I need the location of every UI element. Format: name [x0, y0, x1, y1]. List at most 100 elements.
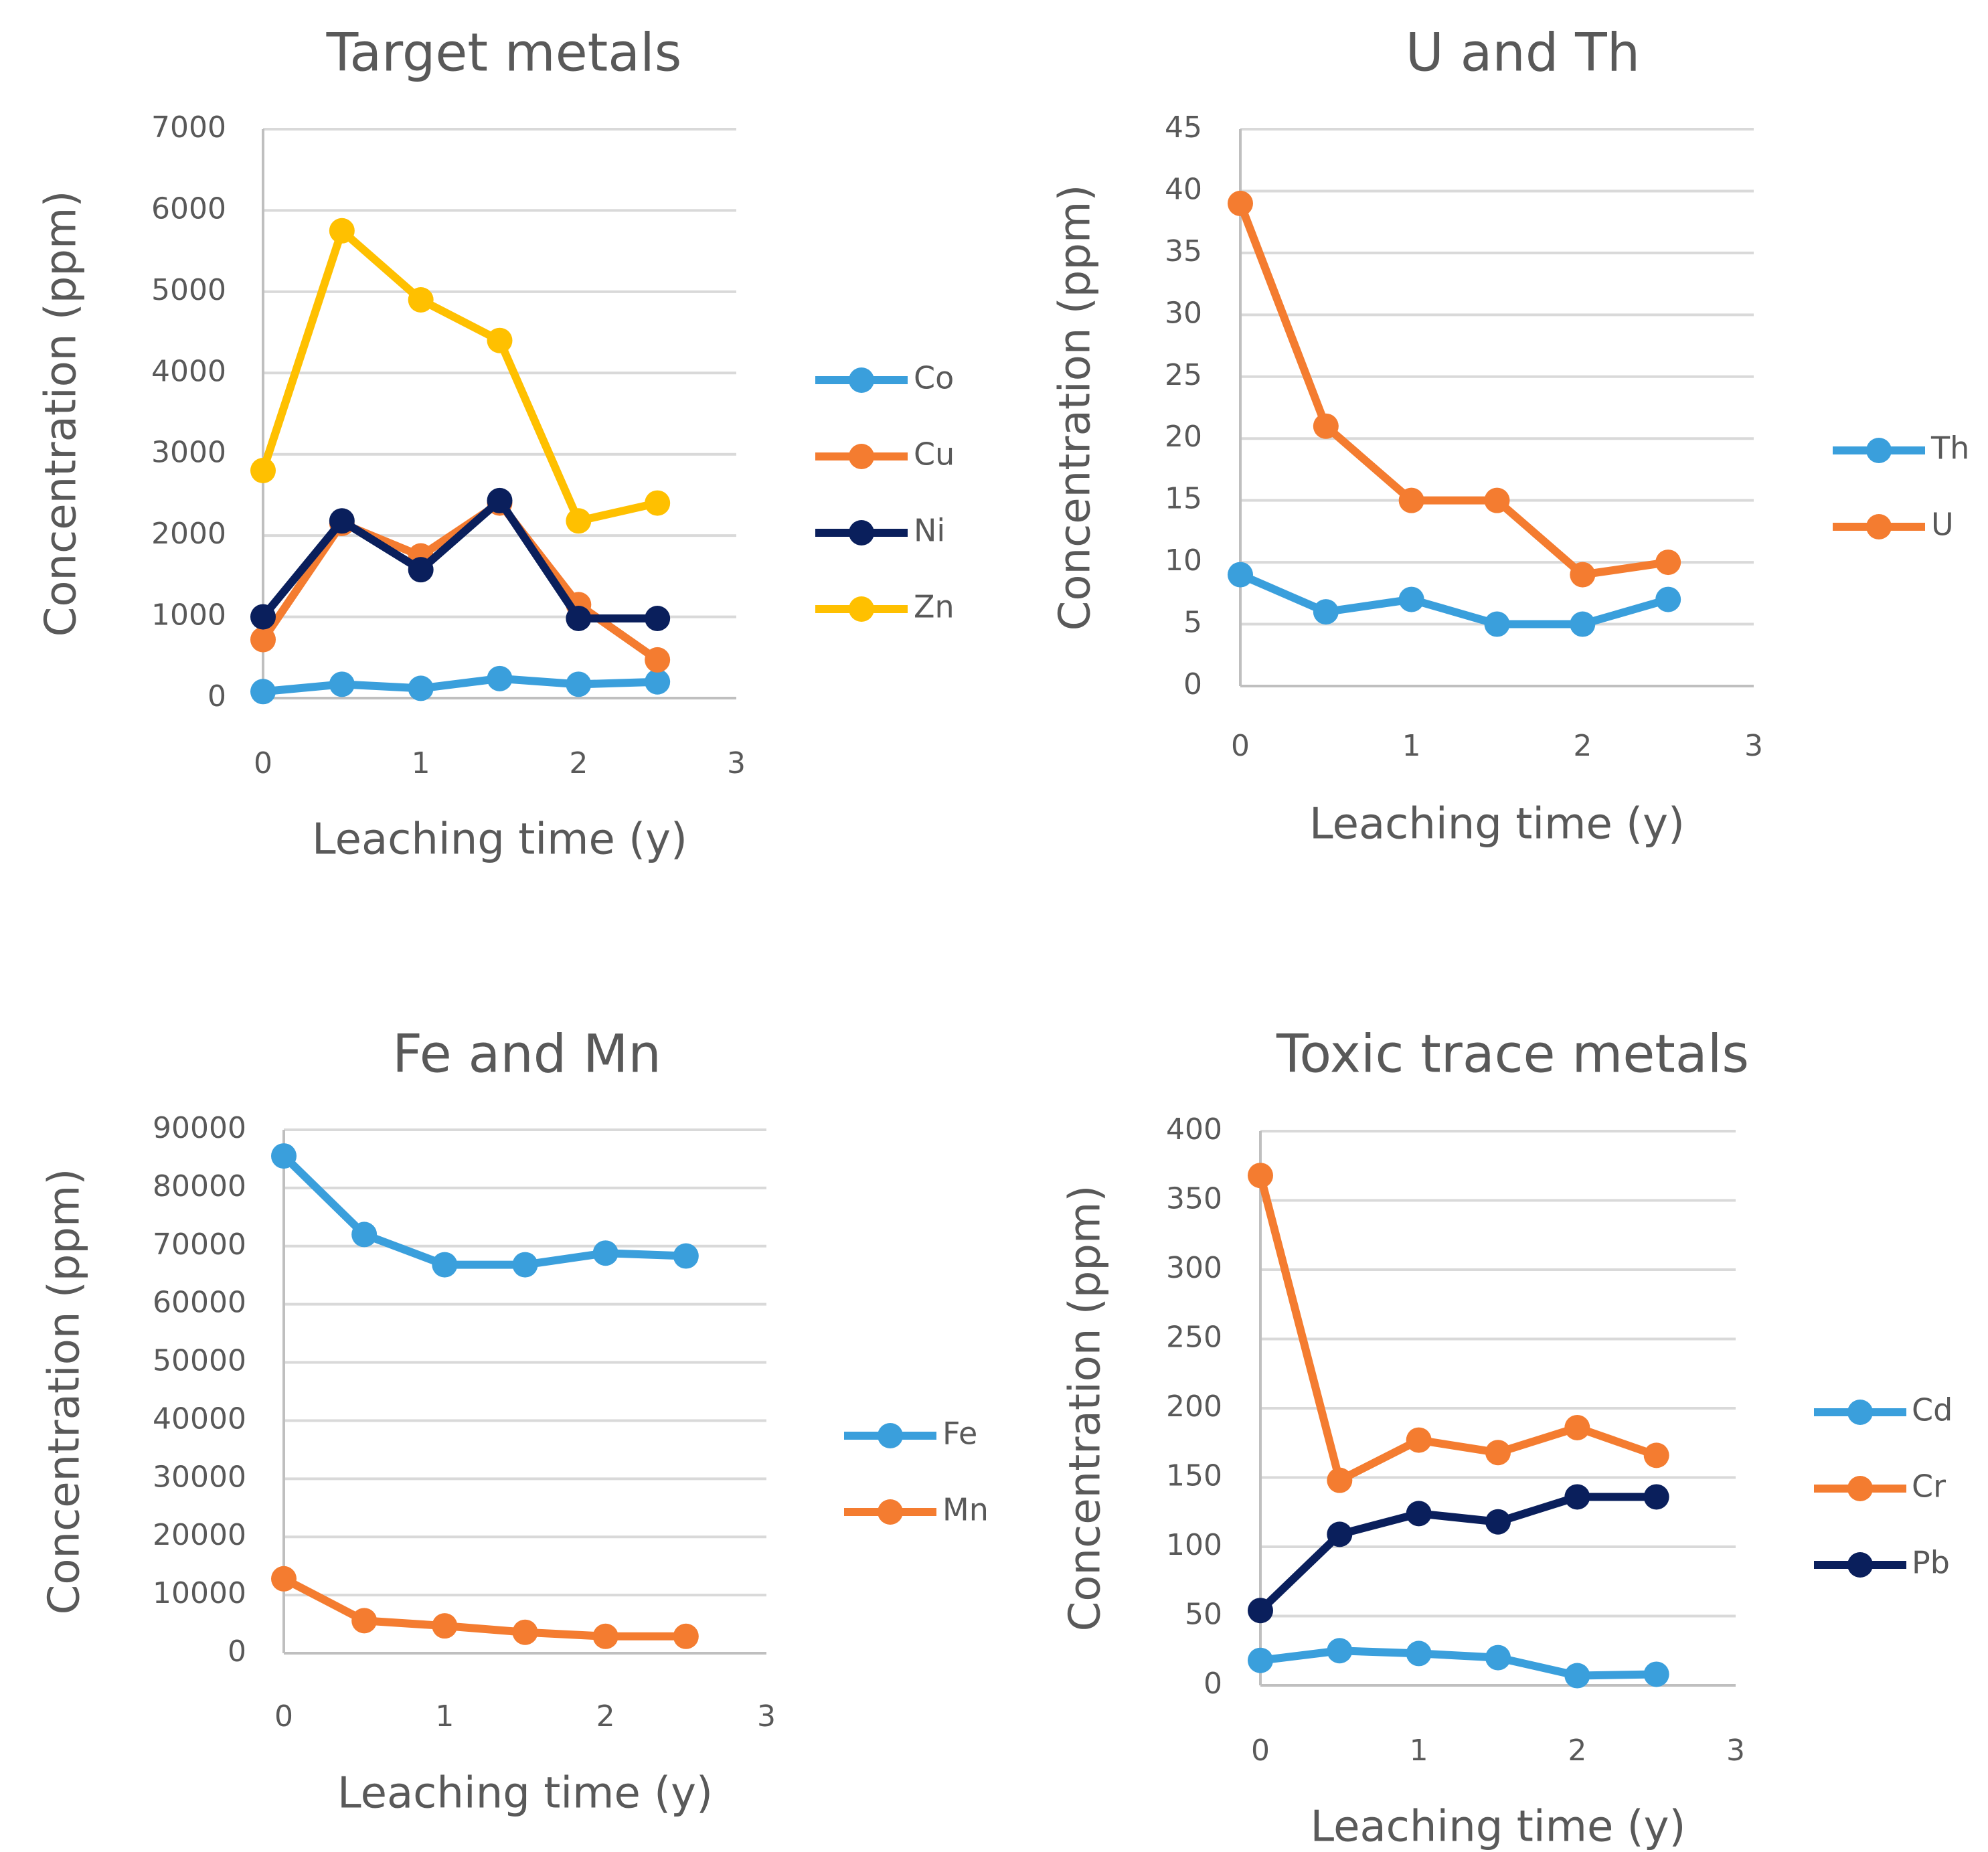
data-point-zn	[329, 218, 355, 244]
chart-panel-0: Target metals 0 1000 2000 3000 4000 5000 6000 70…	[37, 23, 955, 864]
chart-title: Toxic trace metals	[1276, 1024, 1749, 1084]
data-point-cr	[1485, 1440, 1511, 1466]
data-point-cu	[645, 647, 671, 673]
y-tick-label: 1000	[151, 598, 226, 633]
legend-item-u: U	[1833, 507, 1954, 543]
legend-label: Th	[1930, 430, 1969, 467]
data-point-cr	[1327, 1467, 1353, 1493]
data-point-mn	[432, 1613, 458, 1639]
x-axis-title: Leaching time (y)	[312, 815, 687, 865]
data-point-co	[408, 675, 434, 701]
legend-swatch-marker	[878, 1499, 903, 1525]
data-point-cr	[1406, 1427, 1432, 1453]
data-point-pb	[1564, 1484, 1590, 1510]
series-line-cu	[260, 499, 660, 663]
legend-item-pb: Pb	[1814, 1545, 1950, 1581]
legend-label: U	[1931, 507, 1954, 543]
y-tick-label: 30	[1165, 296, 1202, 330]
data-point-zn	[566, 508, 592, 534]
series-line-th	[1238, 571, 1669, 628]
series-line-pb	[1257, 1493, 1657, 1614]
data-point-co	[645, 669, 671, 695]
y-tick-label: 300	[1166, 1251, 1222, 1285]
legend-item-cd: Cd	[1814, 1392, 1953, 1428]
x-tick-label: 0	[254, 746, 272, 780]
chart-panel-3: Toxic trace metals 0 50 100 150 200 250 300 350 4…	[1061, 1024, 1953, 1851]
data-point-zn	[250, 458, 276, 483]
y-tick-label: 100	[1166, 1528, 1222, 1562]
x-tick-label: 1	[435, 1699, 454, 1734]
legend-swatch-marker	[849, 596, 874, 622]
data-point-cd	[1485, 1645, 1511, 1671]
x-tick-label: 1	[1410, 1734, 1428, 1768]
y-tick-label: 20000	[153, 1518, 246, 1552]
data-point-u	[1398, 487, 1424, 513]
x-tick-label: 2	[1568, 1734, 1586, 1768]
y-tick-label: 7000	[151, 110, 226, 145]
data-point-cr	[1564, 1414, 1590, 1440]
data-point-co	[566, 671, 592, 697]
y-tick-label: 90000	[153, 1111, 246, 1145]
data-point-u	[1484, 487, 1510, 513]
y-tick-label: 4000	[151, 354, 226, 388]
legend-item-zn: Zn	[815, 589, 955, 625]
series-line-mn	[282, 1575, 686, 1640]
y-tick-label: 10	[1165, 543, 1202, 578]
y-tick-label: 0	[1183, 667, 1202, 701]
legend-item-cu: Cu	[815, 436, 955, 473]
data-point-cu	[250, 626, 276, 653]
series-line-cr	[1256, 1174, 1658, 1485]
chart-title: Fe and Mn	[392, 1024, 661, 1084]
data-point-cr	[1643, 1442, 1669, 1468]
y-axis-title: Concentration (ppm)	[37, 191, 86, 637]
data-point-cd	[1643, 1661, 1669, 1687]
y-tick-label: 0	[1204, 1667, 1222, 1701]
y-tick-label: 350	[1166, 1182, 1222, 1216]
series-line-zn	[259, 226, 659, 525]
data-point-mn	[592, 1623, 618, 1649]
data-point-th	[1398, 586, 1424, 612]
data-point-u	[1313, 413, 1339, 439]
y-tick-label: 400	[1166, 1112, 1222, 1147]
y-tick-label: 25	[1165, 358, 1202, 392]
data-point-mn	[271, 1566, 297, 1592]
data-point-ni	[566, 606, 592, 631]
data-point-fe	[512, 1252, 538, 1278]
x-tick-label: 3	[757, 1699, 776, 1734]
data-point-th	[1655, 586, 1681, 612]
legend-label: Cr	[1912, 1468, 1946, 1505]
y-tick-label: 200	[1166, 1390, 1222, 1424]
legend-item-co: Co	[815, 360, 954, 396]
x-tick-label: 0	[1251, 1734, 1270, 1768]
chart-panel-2: Fe and Mn 0 10000 20000 30000 40000 50000 60000…	[40, 1024, 989, 1818]
y-tick-label: 6000	[151, 191, 226, 226]
data-point-mn	[512, 1619, 538, 1645]
x-tick-label: 1	[1402, 729, 1421, 763]
y-tick-label: 60000	[153, 1286, 246, 1320]
y-tick-label: 80000	[153, 1169, 246, 1203]
data-point-th	[1228, 562, 1253, 588]
y-tick-label: 40	[1165, 172, 1202, 206]
data-point-ni	[487, 487, 513, 513]
y-tick-label: 5	[1183, 606, 1202, 640]
legend-label: Mn	[942, 1492, 989, 1528]
y-tick-label: 70000	[153, 1228, 246, 1262]
legend-label: Co	[914, 360, 954, 396]
y-tick-label: 0	[228, 1634, 246, 1669]
data-point-pb	[1248, 1598, 1273, 1624]
y-tick-label: 40000	[153, 1402, 246, 1436]
legend-item-ni: Ni	[815, 513, 945, 549]
y-tick-label: 20	[1165, 420, 1202, 454]
y-tick-label: 5000	[151, 273, 226, 307]
y-axis-title: Concentration (ppm)	[40, 1169, 90, 1615]
data-point-th	[1484, 611, 1510, 637]
data-point-cd	[1406, 1640, 1432, 1667]
data-point-co	[487, 665, 513, 691]
data-point-th	[1570, 611, 1596, 637]
y-tick-label: 50	[1185, 1598, 1222, 1632]
legend-swatch-marker	[1866, 514, 1892, 539]
data-point-cd	[1327, 1638, 1353, 1664]
legend-swatch-marker	[1847, 1476, 1873, 1501]
data-point-zn	[487, 327, 513, 353]
y-tick-label: 10000	[153, 1576, 246, 1610]
